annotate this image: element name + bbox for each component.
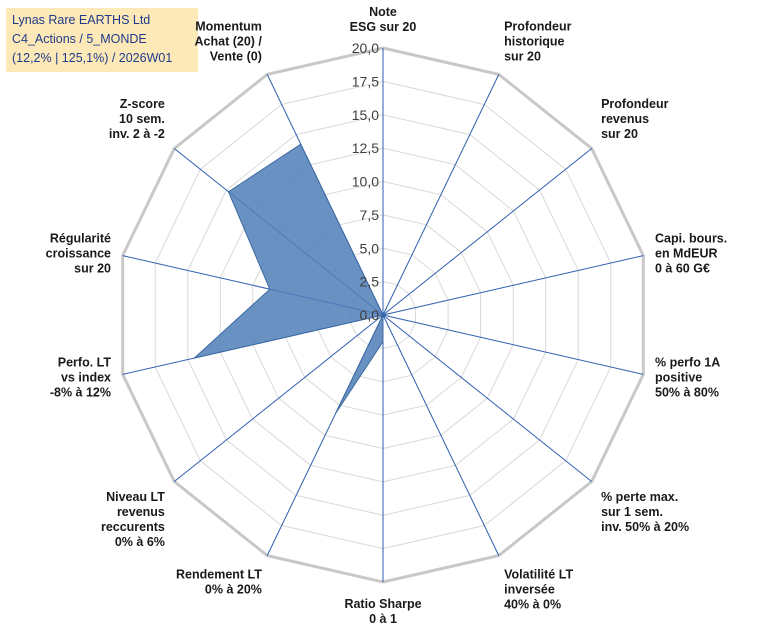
radar-spoke [382, 314, 500, 556]
radial-tick-label: 7,5 [360, 207, 380, 223]
axis-label-line: sur 1 sem. [601, 505, 663, 519]
radar-spoke [382, 148, 593, 316]
axis-label-line: inversée [504, 582, 555, 596]
axis-label-line: Volatilité LT [504, 567, 573, 581]
axis-label-line: Vente (0) [210, 50, 262, 64]
axis-label: Note ESG sur 20 [350, 5, 417, 34]
axis-label-line: revenus [117, 505, 165, 519]
axis-label-line: Perfo. LT [58, 356, 112, 370]
axis-label: % perte max. sur 1 sem. inv. 50% à 20% [601, 490, 689, 534]
radar-spoke [382, 314, 593, 482]
axis-label-line: -8% à 12% [50, 386, 111, 400]
axis-label: Profondeur historique sur 20 [504, 20, 571, 64]
axis-label: Momentum Achat (20) / Vente (0) [195, 20, 263, 64]
radar-spoke [173, 314, 384, 482]
axis-label-line: reccurents [101, 520, 165, 534]
axis-label: Niveau LT revenus reccurents 0% à 6% [101, 490, 165, 549]
axis-label: Z-score 10 sem. inv. 2 à -2 [109, 97, 165, 141]
axis-label-line: 0 à 1 [369, 612, 397, 626]
radial-tick-label: 20,0 [352, 40, 379, 56]
axis-label-line: en MdEUR [655, 246, 718, 260]
title-line-2: C4_Actions / 5_MONDE [12, 32, 147, 46]
axis-label-line: Momentum [195, 20, 262, 34]
axis-label-line: Capi. bours. [655, 231, 727, 245]
axis-label-line: croissance [46, 246, 111, 260]
axis-label-line: sur 20 [74, 261, 111, 275]
chart-title-box: Lynas Rare EARTHS Ltd C4_Actions / 5_MON… [6, 8, 198, 72]
axis-label-line: 0% à 20% [205, 582, 262, 596]
radar-series-area [192, 143, 391, 414]
axis-label-line: 50% à 80% [655, 386, 719, 400]
axis-label-line: inv. 2 à -2 [109, 127, 165, 141]
radar-spoke [382, 74, 500, 316]
axis-label-line: Profondeur [504, 20, 571, 34]
radial-tick-label: 15,0 [352, 107, 379, 123]
title-line-1: Lynas Rare EARTHS Ltd [12, 13, 151, 27]
radar-spoke [382, 255, 644, 316]
axis-label-line: Profondeur [601, 97, 668, 111]
radial-tick-label: 10,0 [352, 174, 379, 190]
axis-label: Ratio Sharpe 0 à 1 [344, 597, 421, 626]
axis-label: Perfo. LT vs index -8% à 12% [50, 356, 112, 400]
axis-label-line: 10 sem. [119, 112, 165, 126]
axis-label-line: Achat (20) / [195, 35, 263, 49]
axis-label-line: Niveau LT [106, 490, 165, 504]
axis-label: % perfo 1A positive 50% à 80% [655, 356, 720, 400]
radial-tick-label: 0,0 [360, 307, 380, 323]
axis-label-line: sur 20 [601, 127, 638, 141]
axis-label-line: Rendement LT [176, 567, 262, 581]
axis-label-line: 40% à 0% [504, 597, 561, 611]
axis-label-line: Note [369, 5, 397, 19]
axis-label-line: 0% à 6% [115, 535, 165, 549]
radial-tick-label: 12,5 [352, 140, 379, 156]
axis-label-line: Régularité [50, 231, 111, 245]
axis-label-line: vs index [61, 371, 111, 385]
axis-label-line: positive [655, 371, 702, 385]
axis-label: Rendement LT 0% à 20% [176, 567, 262, 596]
axis-label-line: % perfo 1A [655, 356, 720, 370]
radial-tick-label: 5,0 [360, 240, 380, 256]
axis-label: Profondeur revenus sur 20 [601, 97, 668, 141]
axis-label-line: historique [504, 35, 564, 49]
axis-label-line: revenus [601, 112, 649, 126]
radial-tick-label: 17,5 [352, 73, 379, 89]
axis-label: Capi. bours. en MdEUR 0 à 60 G€ [655, 231, 727, 275]
radar-spoke [382, 314, 644, 375]
axis-label: Régularité croissance sur 20 [46, 231, 111, 275]
axis-label-line: ESG sur 20 [350, 20, 417, 34]
radial-tick-label: 2,5 [360, 274, 380, 290]
axis-label: Volatilité LT inversée 40% à 0% [504, 567, 573, 611]
title-line-3: (12,2% | 125,1%) / 2026W01 [12, 51, 173, 65]
axis-label-line: % perte max. [601, 490, 678, 504]
axis-label-line: sur 20 [504, 50, 541, 64]
axis-label-line: Ratio Sharpe [344, 597, 421, 611]
axis-label-line: 0 à 60 G€ [655, 261, 710, 275]
axis-label-line: inv. 50% à 20% [601, 520, 689, 534]
axis-label-line: Z-score [120, 97, 165, 111]
